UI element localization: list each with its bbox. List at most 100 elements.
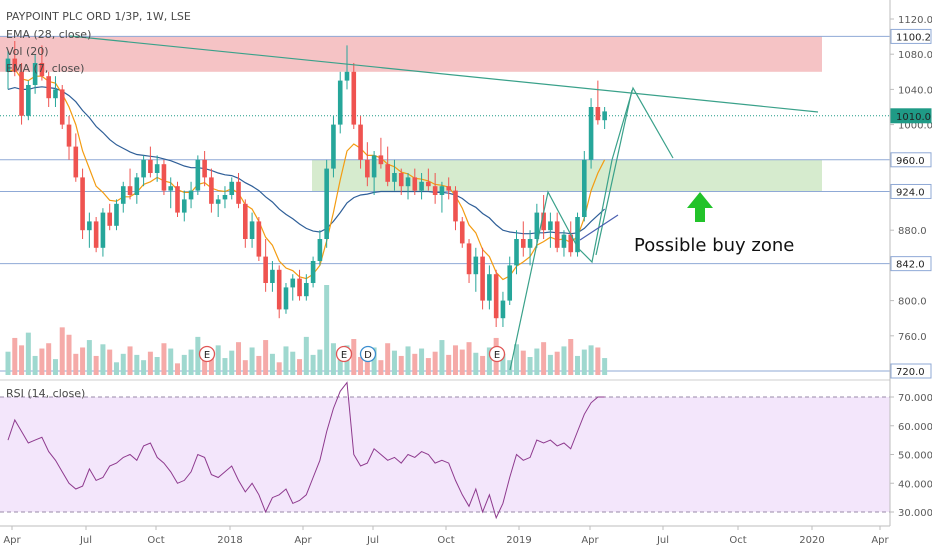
projection-path: [509, 86, 674, 371]
candle-body: [432, 186, 438, 195]
candle-body: [480, 256, 485, 301]
volume-bar: [100, 344, 106, 375]
price-tick-label: 1120.0: [898, 15, 932, 26]
candle-body: [487, 274, 492, 301]
candle-body: [331, 124, 336, 169]
volume-bar: [290, 351, 296, 375]
time-tick-label: 2020: [799, 535, 824, 546]
volume-bar: [188, 349, 194, 375]
candle-body: [66, 124, 72, 147]
candle-body: [595, 107, 601, 121]
volume-bar: [297, 359, 303, 375]
candle-body: [168, 186, 174, 191]
volume-bar: [263, 340, 269, 375]
volume-bar: [480, 355, 486, 375]
volume-bar: [425, 358, 431, 375]
candle-body: [80, 177, 85, 231]
candle-body: [582, 159, 587, 217]
volume-bar: [127, 346, 133, 375]
buy-zone-annotation: Possible buy zone: [634, 235, 794, 256]
price-tick-label: 1000.0: [898, 121, 932, 132]
volume-bar: [12, 337, 18, 375]
candle-body: [459, 221, 465, 244]
candle-body: [26, 85, 31, 116]
volume-bar: [337, 351, 343, 375]
price-tag-label: 924.0: [896, 187, 925, 198]
rsi-line: [7, 381, 605, 520]
candle-body: [154, 164, 160, 173]
study-vol20: Vol (20): [6, 45, 49, 58]
price-tick-label: 1040.0: [898, 85, 932, 96]
candle-body: [12, 58, 18, 72]
candle-body: [39, 63, 45, 77]
candle-body: [520, 239, 526, 248]
candle-body: [243, 203, 248, 239]
volume-bar: [419, 348, 425, 375]
candle-body: [107, 212, 112, 226]
time-tick-label: Apr: [581, 535, 599, 546]
volume-bar: [527, 357, 533, 375]
candle-body: [426, 181, 431, 187]
candle-body: [100, 212, 106, 248]
rsi-pane[interactable]: [0, 381, 890, 520]
time-tick-label: 2018: [217, 535, 242, 546]
volume-bar: [310, 354, 316, 375]
volume-bar: [59, 327, 65, 375]
volume-bar: [602, 358, 608, 375]
candle-body: [53, 89, 58, 99]
candle-body: [304, 283, 309, 297]
candle-body: [568, 234, 574, 253]
volume-bar: [215, 345, 221, 375]
rsi-tick-label: 30.0000: [898, 508, 932, 519]
descending-trendline: [69, 35, 819, 113]
candle-body: [202, 159, 207, 178]
time-tick-label: Apr: [871, 535, 889, 546]
volume-bar: [154, 357, 160, 375]
time-tick-label: Jul: [656, 535, 669, 546]
candle-body: [32, 63, 38, 85]
volume-bar: [500, 353, 506, 375]
volume-bar: [229, 350, 235, 375]
volume-bar: [5, 351, 11, 375]
volume-bar: [222, 358, 228, 375]
candle-body: [87, 221, 92, 231]
candle-body: [249, 221, 255, 239]
event-marker: [335, 345, 353, 363]
volume-bar: [256, 355, 262, 375]
candle-body: [297, 278, 302, 297]
candle-body: [541, 212, 546, 231]
volume-bar: [486, 347, 492, 375]
projection-short: [579, 214, 619, 241]
volume-bar: [242, 360, 248, 375]
volume-bar: [66, 334, 72, 375]
candle-body: [222, 195, 228, 200]
event-marker-label: D: [364, 350, 372, 361]
candle-body: [453, 190, 458, 222]
volume-bar: [208, 352, 214, 375]
candle-body: [602, 111, 607, 121]
volume-bar: [303, 336, 309, 375]
candle-body: [120, 186, 126, 204]
event-marker: [488, 345, 506, 363]
price-tag: [890, 363, 932, 379]
candle-body: [215, 199, 221, 204]
volume-bar: [554, 351, 560, 375]
candle-body: [588, 107, 594, 160]
candle-body: [290, 278, 296, 288]
volume-bar: [452, 345, 458, 375]
price-tag-label: 720.0: [896, 367, 925, 378]
volume-bar: [195, 336, 201, 375]
buy-zone: [312, 159, 822, 192]
study-ema7: EMA (7, close): [6, 62, 84, 75]
candle-body: [46, 76, 51, 99]
candle-body: [398, 173, 404, 187]
volume-bar: [405, 346, 411, 375]
volume-bar: [466, 342, 472, 375]
candle-body: [324, 168, 329, 239]
price-tick-label: 760.0: [898, 332, 927, 343]
candle-body: [439, 186, 445, 195]
candle-body: [141, 159, 146, 178]
